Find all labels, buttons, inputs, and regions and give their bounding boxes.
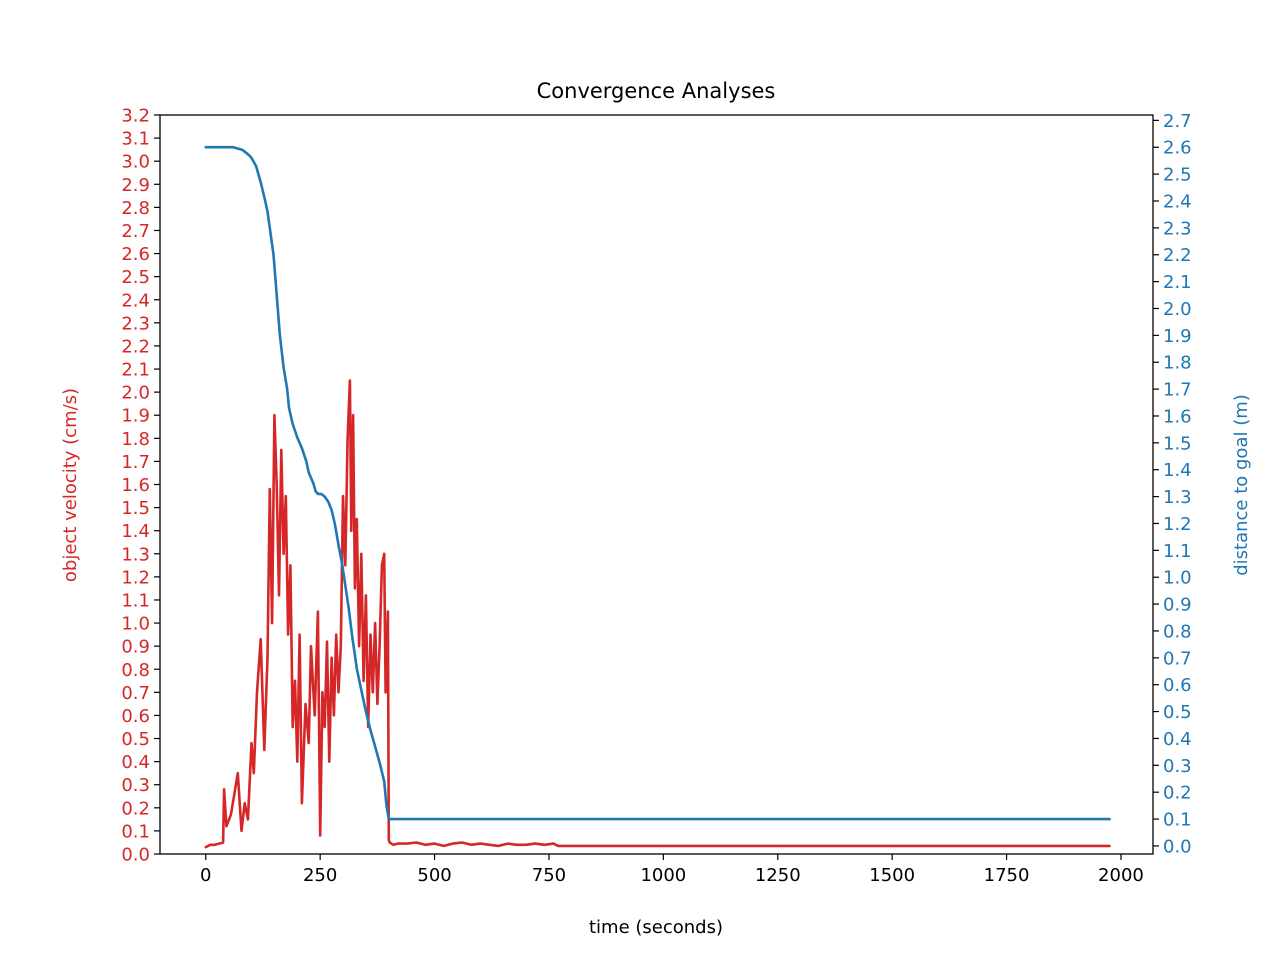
y-right-tick-label: 0.0 [1163, 836, 1192, 857]
y-left-tick-label: 2.9 [121, 175, 150, 196]
y-right-tick-label: 0.4 [1163, 729, 1192, 750]
y-right-tick-label: 1.4 [1163, 460, 1192, 481]
y-right-tick-label: 1.9 [1163, 326, 1192, 347]
y-left-tick-label: 0.7 [121, 683, 150, 704]
y-right-tick-label: 1.1 [1163, 541, 1192, 562]
y-left-tick-label: 2.2 [121, 336, 150, 357]
y-left-tick-label: 1.1 [121, 590, 150, 611]
x-tick-label: 0 [200, 865, 211, 886]
y-left-tick-label: 0.9 [121, 637, 150, 658]
y-right-tick-label: 0.6 [1163, 675, 1192, 696]
y-right-tick-label: 1.7 [1163, 380, 1192, 401]
y-right-tick-label: 1.8 [1163, 353, 1192, 374]
y-right-tick-label: 2.0 [1163, 299, 1192, 320]
y-axis-left: 0.00.10.20.30.40.50.60.70.80.91.01.11.21… [121, 106, 160, 866]
x-tick-label: 1000 [640, 865, 686, 886]
y-right-tick-label: 2.6 [1163, 138, 1192, 159]
y-left-tick-label: 0.6 [121, 706, 150, 727]
y-left-tick-label: 3.2 [121, 106, 150, 127]
y-left-tick-label: 2.7 [121, 221, 150, 242]
y-right-tick-label: 2.7 [1163, 111, 1192, 132]
y-left-tick-label: 1.6 [121, 475, 150, 496]
y-right-tick-label: 1.5 [1163, 433, 1192, 454]
y-right-tick-label: 0.8 [1163, 621, 1192, 642]
y-right-tick-label: 2.5 [1163, 165, 1192, 186]
y-right-tick-label: 2.1 [1163, 272, 1192, 293]
y-right-tick-label: 1.6 [1163, 406, 1192, 427]
y-left-tick-label: 1.9 [121, 406, 150, 427]
x-tick-label: 750 [532, 865, 566, 886]
y-left-tick-label: 3.1 [121, 129, 150, 150]
y-left-tick-label: 0.0 [121, 845, 150, 866]
x-axis: 0 250 500 750 1000 1250 1500 1750 2000 [200, 854, 1144, 886]
x-tick-label: 2000 [1098, 865, 1144, 886]
y-right-tick-label: 0.3 [1163, 756, 1192, 777]
y-right-tick-label: 2.3 [1163, 218, 1192, 239]
y-left-tick-label: 2.5 [121, 267, 150, 288]
plot-area [204, 145, 1111, 849]
x-axis-label: time (seconds) [589, 917, 723, 938]
y-left-tick-label: 2.0 [121, 383, 150, 404]
y-right-tick-label: 0.2 [1163, 783, 1192, 804]
series-layer [204, 145, 1111, 849]
y-left-tick-label: 2.8 [121, 198, 150, 219]
y-right-tick-label: 2.2 [1163, 245, 1192, 266]
y-right-tick-label: 1.0 [1163, 568, 1192, 589]
x-tick-label: 1500 [869, 865, 915, 886]
y-left-tick-label: 2.1 [121, 360, 150, 381]
y-axis-left-label: object velocity (cm/s) [60, 388, 81, 582]
y-left-tick-label: 1.2 [121, 567, 150, 588]
y-axis-right: 0.0 0.1 0.2 0.3 0.4 0.5 0.6 0.7 0.8 0.9 1.0 1.1 1.2 1… [1153, 111, 1192, 857]
chart-title: Convergence Analyses [537, 79, 776, 103]
y-left-tick-label: 0.8 [121, 660, 150, 681]
y-left-tick-label: 1.4 [121, 521, 150, 542]
y-left-tick-label: 2.6 [121, 244, 150, 265]
object-velocity-line [204, 379, 1111, 849]
y-left-tick-label: 0.1 [121, 821, 150, 842]
y-right-tick-label: 0.1 [1163, 810, 1192, 831]
x-tick-label: 250 [303, 865, 337, 886]
y-right-tick-label: 1.3 [1163, 487, 1192, 508]
y-right-tick-label: 0.9 [1163, 595, 1192, 616]
y-axis-right-label: distance to goal (m) [1231, 394, 1252, 576]
y-left-tick-label: 0.3 [121, 775, 150, 796]
y-left-tick-label: 1.7 [121, 452, 150, 473]
y-left-tick-label: 2.3 [121, 313, 150, 334]
x-tick-label: 500 [417, 865, 451, 886]
y-left-tick-label: 2.4 [121, 290, 150, 311]
y-right-tick-label: 2.4 [1163, 191, 1192, 212]
y-left-tick-label: 3.0 [121, 152, 150, 173]
distance-to-goal-line [204, 145, 1111, 821]
y-right-tick-label: 0.5 [1163, 702, 1192, 723]
x-tick-label: 1250 [755, 865, 801, 886]
y-left-tick-label: 0.5 [121, 729, 150, 750]
y-left-tick-label: 0.4 [121, 752, 150, 773]
y-left-tick-label: 1.0 [121, 614, 150, 635]
y-left-tick-label: 1.3 [121, 544, 150, 565]
y-left-tick-label: 0.2 [121, 798, 150, 819]
y-right-tick-label: 1.2 [1163, 514, 1192, 535]
y-left-tick-label: 1.5 [121, 498, 150, 519]
x-tick-label: 1750 [984, 865, 1030, 886]
y-right-tick-label: 0.7 [1163, 648, 1192, 669]
y-left-tick-label: 1.8 [121, 429, 150, 450]
